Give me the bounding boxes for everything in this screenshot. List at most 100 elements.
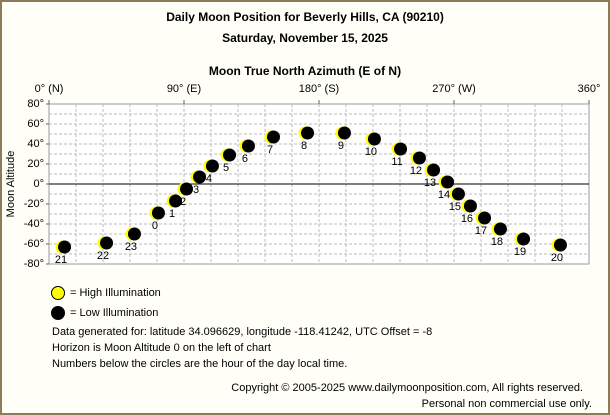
- moon-dark: [58, 240, 72, 254]
- copyright: Copyright © 2005-2025 www.dailymoonposit…: [231, 382, 583, 394]
- hour-label: 5: [223, 162, 229, 174]
- moon-dark: [412, 151, 426, 165]
- moon-marker: [551, 238, 567, 252]
- y-tick-label: 80°: [27, 98, 44, 110]
- hour-label: 20: [551, 252, 563, 264]
- moon-dark: [223, 148, 237, 162]
- hour-label: 21: [55, 254, 67, 266]
- hour-label: 19: [514, 246, 526, 258]
- note: Numbers below the circles are the hour o…: [52, 358, 347, 370]
- hour-label: 4: [206, 173, 212, 185]
- hour-label: 2: [180, 196, 186, 208]
- note: Data generated for: latitude 34.096629, …: [52, 326, 432, 338]
- hour-label: 3: [193, 184, 199, 196]
- hour-label: 11: [391, 156, 402, 168]
- moon-dark: [193, 170, 207, 184]
- legend-label: = High Illumination: [70, 287, 161, 299]
- moon-dark: [151, 206, 165, 220]
- moon-marker: [55, 240, 72, 254]
- moon-dark: [493, 222, 507, 236]
- legend-label: = Low Illumination: [70, 307, 158, 319]
- moon-marker: [391, 142, 408, 156]
- hour-label: 6: [242, 153, 248, 165]
- moon-marker: [475, 211, 492, 225]
- y-tick-label: -40°: [24, 218, 44, 230]
- moon-dark: [169, 194, 183, 208]
- hour-label: 22: [97, 250, 109, 262]
- usage-note: Personal non commercial use only.: [422, 398, 592, 410]
- y-tick-label: 40°: [27, 138, 44, 150]
- x-tick-label: 360°: [578, 83, 601, 95]
- moon-marker: [449, 187, 465, 201]
- hour-label: 14: [438, 189, 450, 201]
- moon-dark: [451, 187, 465, 201]
- moon-marker: [514, 232, 531, 246]
- moon-dark: [463, 199, 477, 213]
- moon-marker: [177, 182, 193, 196]
- moon-dark: [337, 126, 351, 140]
- moon-marker: [166, 194, 183, 208]
- hour-label: 0: [152, 220, 158, 232]
- moon-dark: [267, 130, 280, 144]
- hour-label: 12: [410, 165, 422, 177]
- hour-label: 17: [475, 225, 487, 237]
- x-axis-title: Moon True North Azimuth (E of N): [209, 64, 401, 78]
- moon-marker: [298, 126, 315, 140]
- x-tick-label: 0° (N): [35, 83, 64, 95]
- moon-marker: [410, 151, 426, 165]
- moon-dark: [517, 232, 531, 246]
- y-tick-label: -80°: [24, 258, 44, 270]
- hour-label: 18: [491, 236, 503, 248]
- hour-label: 7: [267, 144, 273, 156]
- x-tick-label: 90° (E): [167, 83, 201, 95]
- moon-marker: [335, 126, 351, 140]
- moon-dark: [394, 142, 408, 156]
- moon-marker: [424, 163, 441, 177]
- legend-swatch: [51, 286, 65, 300]
- hour-label: 15: [449, 201, 461, 213]
- moon-dark: [180, 182, 193, 196]
- chart-subtitle: Saturday, November 15, 2025: [222, 31, 388, 45]
- hour-label: 8: [301, 140, 307, 152]
- hour-label: 13: [424, 177, 436, 189]
- moon-marker: [365, 132, 381, 146]
- moon-marker: [97, 236, 114, 250]
- moon-dark: [441, 175, 454, 189]
- y-tick-label: -20°: [24, 198, 44, 210]
- moon-marker: [239, 139, 255, 153]
- moon-marker: [264, 130, 280, 144]
- moon-dark: [127, 227, 141, 241]
- moon-marker: [125, 227, 141, 241]
- moon-dark: [241, 139, 255, 153]
- x-tick-label: 270° (W): [432, 83, 476, 95]
- moon-dark: [301, 126, 315, 140]
- moon-dark: [205, 159, 219, 173]
- moon-dark: [478, 211, 492, 225]
- y-tick-label: 0°: [33, 178, 44, 190]
- moon-dark: [427, 163, 441, 177]
- x-tick-label: 180° (S): [299, 83, 339, 95]
- y-tick-label: -60°: [24, 238, 44, 250]
- y-tick-label: 60°: [27, 118, 44, 130]
- moon-marker: [149, 206, 165, 220]
- moon-dark: [367, 132, 381, 146]
- moon-dark: [100, 236, 114, 250]
- hour-label: 1: [169, 208, 175, 220]
- y-tick-label: 20°: [27, 158, 44, 170]
- note: Horizon is Moon Altitude 0 on the left o…: [52, 342, 271, 354]
- moon-marker: [491, 222, 507, 236]
- moon-dark: [553, 238, 567, 252]
- moon-marker: [220, 148, 237, 162]
- hour-label: 9: [338, 140, 344, 152]
- hour-label: 16: [461, 213, 473, 225]
- y-axis-title: Moon Altitude: [5, 151, 17, 218]
- moon-marker: [461, 199, 477, 213]
- moon-marker: [203, 159, 219, 173]
- moon-marker: [438, 175, 454, 189]
- legend-swatch: [51, 306, 65, 320]
- moon-marker: [190, 170, 207, 184]
- hour-label: 23: [125, 241, 137, 253]
- hour-label: 10: [365, 146, 377, 158]
- chart-title: Daily Moon Position for Beverly Hills, C…: [166, 10, 444, 24]
